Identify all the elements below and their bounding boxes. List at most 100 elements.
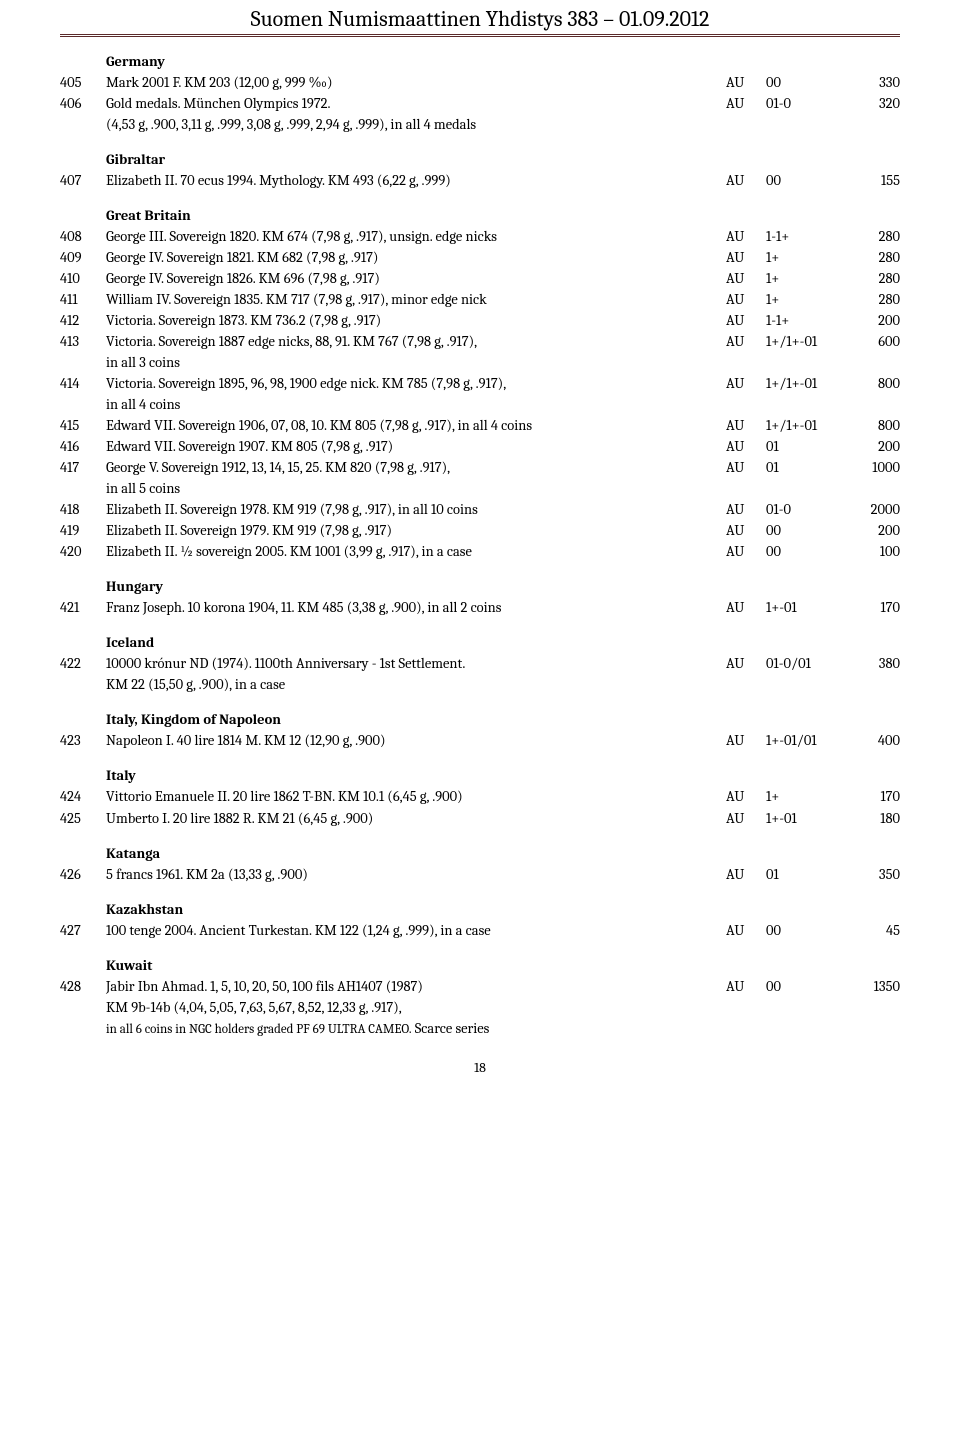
lot-row: 407Elizabeth II. 70 ecus 1994. Mythology… [60,170,900,191]
lot-grade: 1+-01 [766,597,846,618]
lot-price: 280 [846,226,900,247]
lot-grade: 01 [766,436,846,457]
lot-material: AU [726,730,766,751]
lot-number: 422 [60,653,106,674]
lot-description: Umberto I. 20 lire 1882 R. KM 21 (6,45 g… [106,808,726,829]
lot-row: 419Elizabeth II. Sovereign 1979. KM 919 … [60,520,900,541]
lot-grade: 1+/1+-01 [766,373,846,394]
lot-material: AU [726,415,766,436]
lot-grade: 01 [766,864,846,885]
lot-grade: 1+/1+-01 [766,331,846,352]
lot-number: 409 [60,247,106,268]
section-heading: Great Britain [106,205,900,226]
lot-number: 428 [60,976,106,997]
lot-description: Franz Joseph. 10 korona 1904, 11. KM 485… [106,597,726,618]
lot-material: AU [726,786,766,807]
lot-material: AU [726,499,766,520]
lot-grade: 1+/1+-01 [766,415,846,436]
lot-row: 409George IV. Sovereign 1821. KM 682 (7,… [60,247,900,268]
lot-price: 800 [846,373,900,394]
lot-material: AU [726,920,766,941]
lot-description: George V. Sovereign 1912, 13, 14, 15, 25… [106,457,726,478]
lot-number: 416 [60,436,106,457]
lot-description: Elizabeth II. Sovereign 1978. KM 919 (7,… [106,499,726,520]
lot-subline: (4,53 g, .900, 3,11 g, .999, 3,08 g, .99… [106,114,900,135]
lot-material: AU [726,976,766,997]
lot-price: 320 [846,93,900,114]
lot-price: 800 [846,415,900,436]
lot-number: 412 [60,310,106,331]
lot-row: 424Vittorio Emanuele II. 20 lire 1862 T-… [60,786,900,807]
lot-row: 406Gold medals. München Olympics 1972.AU… [60,93,900,114]
lot-row: 42210000 krónur ND (1974). 1100th Annive… [60,653,900,674]
lot-row: 425Umberto I. 20 lire 1882 R. KM 21 (6,4… [60,808,900,829]
lot-row: 416Edward VII. Sovereign 1907. KM 805 (7… [60,436,900,457]
lot-description: Mark 2001 F. KM 203 (12,00 g, 999 ‰) [106,72,726,93]
lot-subline: KM 9b-14b (4,04, 5,05, 7,63, 5,67, 8,52,… [106,997,900,1018]
page-header: Suomen Numismaattinen Yhdistys 383 – 01.… [60,0,900,37]
lot-row: 428Jabir Ibn Ahmad. 1, 5, 10, 20, 50, 10… [60,976,900,997]
lot-grade: 1+ [766,786,846,807]
lot-subline: in all 6 coins in NGC holders graded PF … [106,1018,900,1040]
lot-grade: 1+ [766,268,846,289]
lot-number: 425 [60,808,106,829]
section-heading: Germany [106,51,900,72]
lot-subline: in all 3 coins [106,352,900,373]
lot-price: 100 [846,541,900,562]
lot-grade: 01 [766,457,846,478]
lot-subline: in all 5 coins [106,478,900,499]
lot-number: 427 [60,920,106,941]
lot-description: 10000 krónur ND (1974). 1100th Anniversa… [106,653,726,674]
lot-description: Vittorio Emanuele II. 20 lire 1862 T-BN.… [106,786,726,807]
lot-number: 418 [60,499,106,520]
lot-description: Edward VII. Sovereign 1907. KM 805 (7,98… [106,436,726,457]
lot-material: AU [726,520,766,541]
lot-number: 420 [60,541,106,562]
lot-price: 1350 [846,976,900,997]
lot-description: Victoria. Sovereign 1895, 96, 98, 1900 e… [106,373,726,394]
lot-number: 405 [60,72,106,93]
lot-grade: 01-0/01 [766,653,846,674]
section-heading: Hungary [106,576,900,597]
lot-price: 200 [846,310,900,331]
lot-grade: 1+-01 [766,808,846,829]
lot-price: 200 [846,520,900,541]
lot-row: 427100 tenge 2004. Ancient Turkestan. KM… [60,920,900,941]
section-heading: Iceland [106,632,900,653]
lot-material: AU [726,653,766,674]
lot-row: 420Elizabeth II. ½ sovereign 2005. KM 10… [60,541,900,562]
section-heading: Gibraltar [106,149,900,170]
lot-grade: 00 [766,541,846,562]
lot-material: AU [726,864,766,885]
lot-grade: 1+ [766,289,846,310]
lot-material: AU [726,289,766,310]
lot-description: William IV. Sovereign 1835. KM 717 (7,98… [106,289,726,310]
lot-material: AU [726,541,766,562]
lot-number: 414 [60,373,106,394]
catalog-content: Germany405Mark 2001 F. KM 203 (12,00 g, … [0,51,960,1053]
lot-price: 350 [846,864,900,885]
lot-row: 411William IV. Sovereign 1835. KM 717 (7… [60,289,900,310]
lot-row: 423Napoleon I. 40 lire 1814 M. KM 12 (12… [60,730,900,751]
lot-price: 155 [846,170,900,191]
lot-grade: 1-1+ [766,310,846,331]
lot-price: 2000 [846,499,900,520]
lot-description: Edward VII. Sovereign 1906, 07, 08, 10. … [106,415,726,436]
lot-price: 45 [846,920,900,941]
lot-description: 100 tenge 2004. Ancient Turkestan. KM 12… [106,920,726,941]
lot-row: 413Victoria. Sovereign 1887 edge nicks, … [60,331,900,352]
lot-row: 417George V. Sovereign 1912, 13, 14, 15,… [60,457,900,478]
lot-price: 180 [846,808,900,829]
lot-description: Jabir Ibn Ahmad. 1, 5, 10, 20, 50, 100 f… [106,976,726,997]
lot-row: 405Mark 2001 F. KM 203 (12,00 g, 999 ‰)A… [60,72,900,93]
lot-price: 200 [846,436,900,457]
section-heading: Kazakhstan [106,899,900,920]
lot-row: 412Victoria. Sovereign 1873. KM 736.2 (7… [60,310,900,331]
lot-material: AU [726,170,766,191]
lot-price: 280 [846,247,900,268]
section-heading: Italy [106,765,900,786]
lot-row: 418Elizabeth II. Sovereign 1978. KM 919 … [60,499,900,520]
lot-grade: 00 [766,170,846,191]
lot-material: AU [726,247,766,268]
lot-price: 170 [846,786,900,807]
